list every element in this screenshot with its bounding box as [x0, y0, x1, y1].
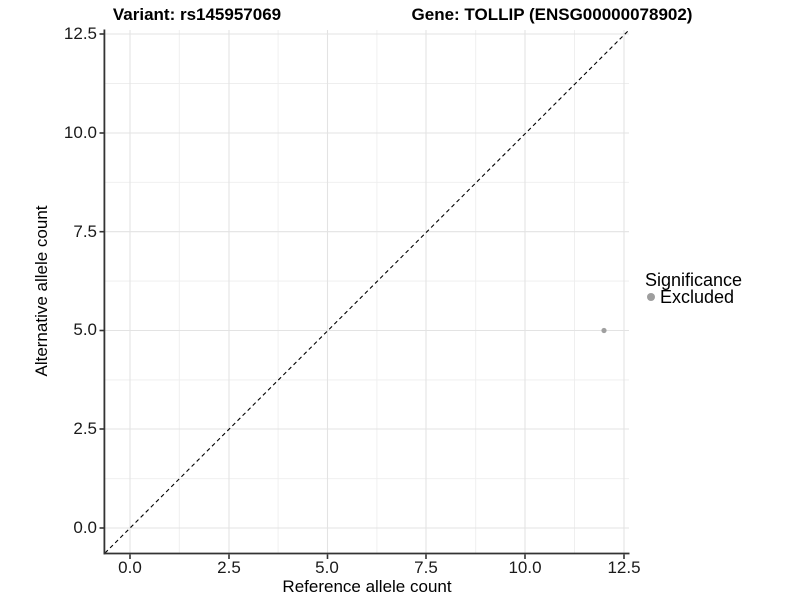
- y-tick-label: 7.5: [73, 222, 97, 241]
- x-tick-label: 0.0: [118, 558, 142, 577]
- y-axis-title: Alternative allele count: [32, 205, 51, 377]
- legend-item-excluded: Excluded: [660, 287, 735, 307]
- y-tick-label: 0.0: [73, 518, 97, 537]
- legend-title: Significance: [645, 270, 743, 290]
- x-tick-label: 5.0: [315, 558, 339, 577]
- x-tick-label: 2.5: [217, 558, 241, 577]
- identity-line: [104, 29, 630, 554]
- plot-title-variant: Variant: rs145957069: [112, 5, 282, 24]
- x-tick-label: 10.0: [508, 558, 542, 577]
- x-axis-title: Reference allele count: [282, 577, 452, 596]
- y-tick-label: 12.5: [63, 24, 97, 43]
- excluded-marker-dot-icon: [647, 293, 655, 301]
- data-point-excluded: [601, 327, 607, 334]
- x-tick-label: 7.5: [414, 558, 438, 577]
- axis-tick-marks: [99, 33, 625, 559]
- y-tick-label: 2.5: [73, 419, 97, 438]
- x-tick-label: 12.5: [607, 558, 641, 577]
- grid-major: [105, 30, 629, 553]
- y-tick-label: 5.0: [73, 320, 97, 339]
- y-tick-label: 10.0: [63, 123, 97, 142]
- plot-title-gene: Gene: TOLLIP (ENSG00000078902): [411, 5, 693, 24]
- grid-minor: [105, 30, 629, 553]
